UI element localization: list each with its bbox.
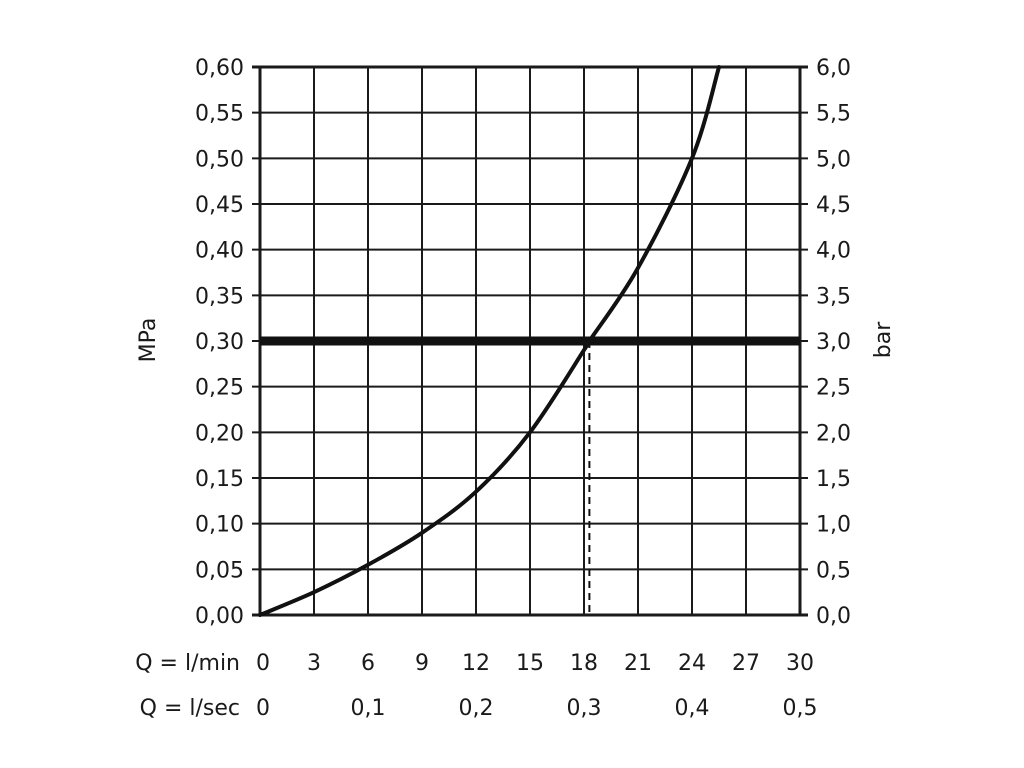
y-tick-label-left: 0,15	[195, 467, 244, 492]
x-tick-label: 9	[415, 651, 429, 676]
x-tick-label: 0,2	[459, 696, 494, 721]
x-tick-label: 21	[624, 651, 652, 676]
y-axis-title-left: MPa	[136, 318, 161, 363]
y-tick-label-right: 4,0	[816, 239, 851, 264]
y-tick-label-left: 0,25	[195, 376, 244, 401]
x-tick-label: 6	[361, 651, 375, 676]
y-tick-label-right: 5,0	[816, 147, 851, 172]
plot-marks	[258, 65, 800, 617]
y-tick-label-left: 0,20	[195, 421, 244, 446]
y-tick-label-right: 1,0	[816, 513, 851, 538]
y-tick-label-left: 0,50	[195, 147, 244, 172]
x-tick-label: 12	[462, 651, 490, 676]
x-row-label: Q = l/sec	[140, 696, 240, 721]
y-tick-label-right: 2,0	[816, 421, 851, 446]
y-tick-label-right: 6,0	[816, 56, 851, 81]
y-tick-label-left: 0,45	[195, 193, 244, 218]
x-tick-label: 3	[307, 651, 321, 676]
x-tick-label: 0,4	[675, 696, 710, 721]
x-tick-label: 27	[732, 651, 760, 676]
x-tick-label: 15	[516, 651, 544, 676]
y-tick-label-right: 0,5	[816, 558, 851, 583]
series-line	[258, 65, 721, 617]
y-tick-label-right: 1,5	[816, 467, 851, 492]
y-axis-title-right: bar	[871, 321, 896, 358]
x-tick-label: 30	[786, 651, 814, 676]
y-tick-label-right: 5,5	[816, 102, 851, 127]
y-tick-label-right: 4,5	[816, 193, 851, 218]
x-row-label: Q = l/min	[135, 651, 240, 676]
y-tick-label-left: 0,00	[195, 604, 244, 629]
x-tick-label: 0	[256, 696, 270, 721]
y-tick-label-left: 0,10	[195, 513, 244, 538]
y-tick-label-right: 3,0	[816, 330, 851, 355]
x-tick-label: 0,5	[783, 696, 818, 721]
y-tick-label-left: 0,60	[195, 56, 244, 81]
x-tick-label: 0,3	[567, 696, 602, 721]
y-tick-label-right: 0,0	[816, 604, 851, 629]
y-tick-label-left: 0,55	[195, 102, 244, 127]
y-tick-label-left: 0,05	[195, 558, 244, 583]
x-tick-label: 0	[256, 651, 270, 676]
y-tick-label-right: 2,5	[816, 376, 851, 401]
y-tick-label-left: 0,35	[195, 284, 244, 309]
x-tick-label: 24	[678, 651, 706, 676]
x-tick-label: 18	[570, 651, 598, 676]
x-tick-label: 0,1	[351, 696, 386, 721]
y-tick-label-right: 3,5	[816, 284, 851, 309]
tick-labels: 0,000,050,100,150,200,250,300,350,400,45…	[135, 56, 851, 721]
y-tick-label-left: 0,30	[195, 330, 244, 355]
y-tick-label-left: 0,40	[195, 239, 244, 264]
